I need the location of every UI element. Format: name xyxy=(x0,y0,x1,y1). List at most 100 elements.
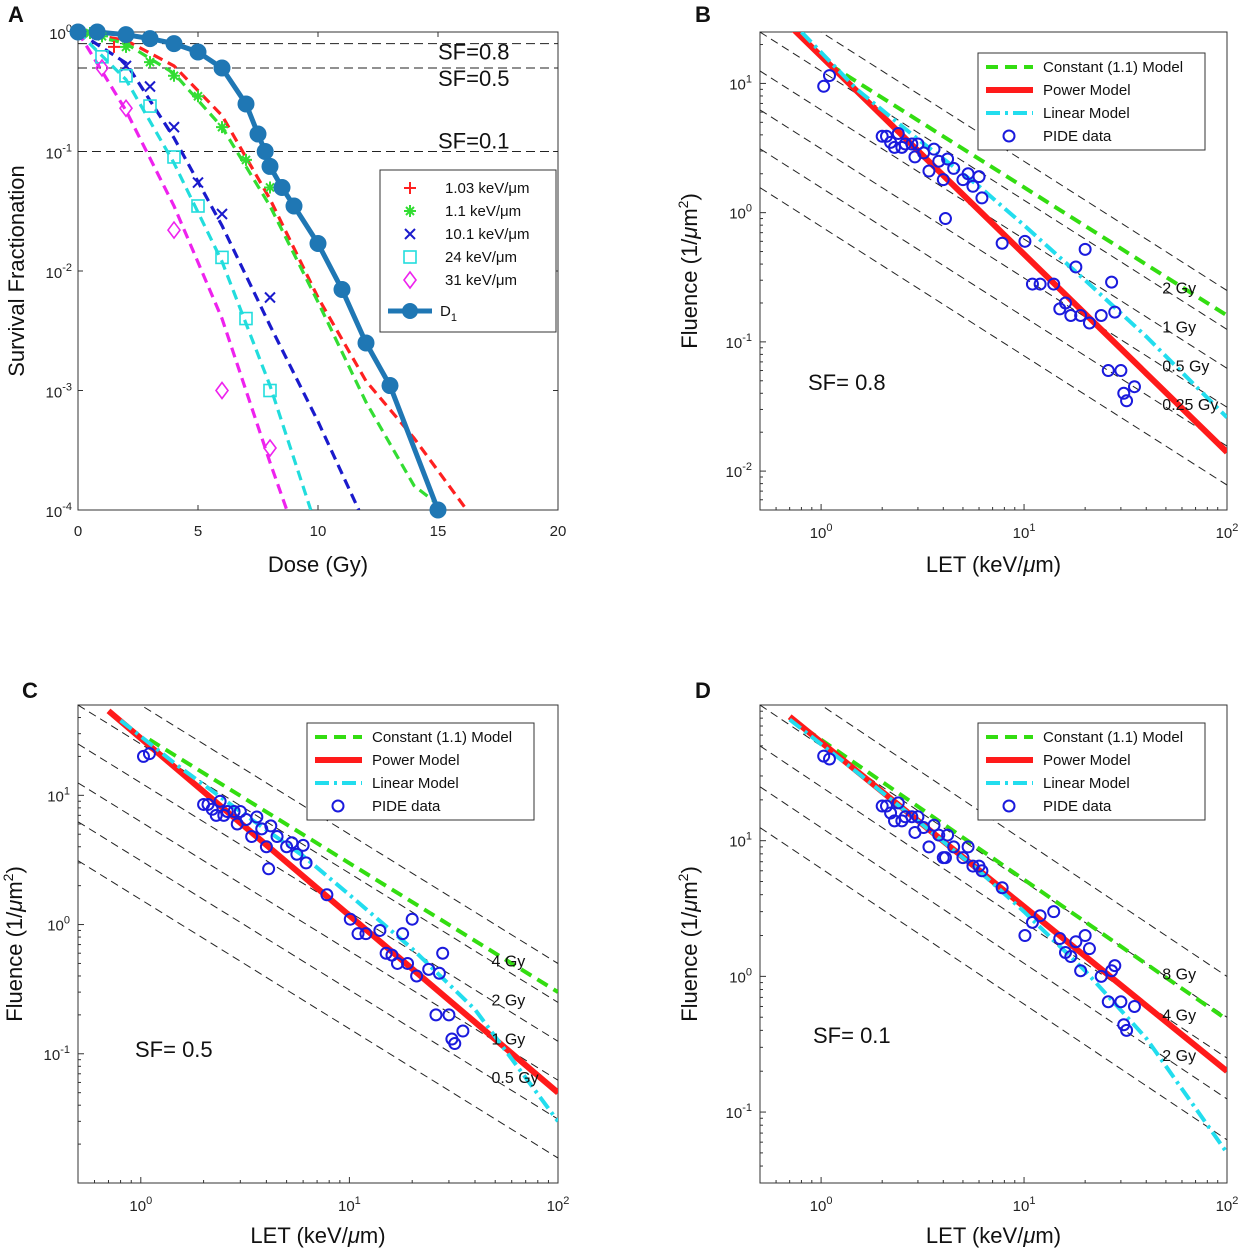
data-point xyxy=(264,181,276,194)
series-group xyxy=(760,705,1227,1155)
x-tick-label: 100 xyxy=(810,1195,833,1215)
dose-line-label: 2 Gy xyxy=(492,992,526,1009)
model-curve xyxy=(791,32,1227,455)
pide-point xyxy=(405,912,419,926)
pide-point xyxy=(1069,935,1083,949)
pide-point xyxy=(1074,964,1088,978)
pide-point xyxy=(359,927,373,941)
y-axis-label: Survival Fractionation xyxy=(4,165,29,377)
legend-label: PIDE data xyxy=(1043,798,1112,815)
pide-point xyxy=(262,862,276,876)
dose-line xyxy=(78,821,558,1120)
pide-point xyxy=(947,161,961,175)
panel-b: 100 101 102 10-2 10-1 100 101 2 Gy 1 Gy 0.5 Gy 0.2… xyxy=(675,2,1239,577)
data-point xyxy=(95,58,109,78)
pide-point xyxy=(938,212,952,226)
fit-line xyxy=(78,32,289,510)
dose-line xyxy=(760,148,1227,447)
dose-line-label: 0.5 Gy xyxy=(492,1070,539,1087)
data-point xyxy=(192,176,204,189)
d1-point xyxy=(141,30,159,48)
model-curve xyxy=(106,708,558,1095)
dose-line-label: 1 Gy xyxy=(492,1031,526,1048)
pide-point xyxy=(1108,305,1122,319)
data-point xyxy=(215,381,229,400)
x-tick-label: 102 xyxy=(1216,522,1239,542)
legend-label: Constant (1.1) Model xyxy=(372,729,512,746)
pide-point xyxy=(1053,932,1067,946)
x-tick-label: 101 xyxy=(1013,1195,1036,1215)
dose-line-label: 4 Gy xyxy=(1162,1007,1196,1024)
pide-point xyxy=(1105,275,1119,289)
data-point xyxy=(144,80,156,93)
pide-point xyxy=(270,830,284,844)
d1-point xyxy=(117,26,135,44)
legend-swatch-marker xyxy=(331,799,345,813)
pide-point xyxy=(227,804,241,818)
legend-box xyxy=(977,52,1206,151)
pide-point xyxy=(1047,905,1061,919)
d1-point xyxy=(213,59,231,77)
dose-line-label: 8 Gy xyxy=(1162,966,1196,983)
d1-point xyxy=(381,377,399,395)
x-tick-label: 102 xyxy=(547,1195,570,1215)
pide-point xyxy=(396,927,410,941)
pide-point xyxy=(442,1008,456,1022)
pide-point xyxy=(1033,277,1047,291)
legend-swatch-marker xyxy=(1002,129,1016,143)
pide-point xyxy=(1058,296,1072,310)
data-point xyxy=(216,121,228,134)
data-point xyxy=(168,121,180,133)
data-point xyxy=(144,56,156,69)
series-group xyxy=(760,32,1227,486)
pide-point xyxy=(1101,364,1115,378)
x-tick-label: 5 xyxy=(194,523,202,540)
pide-point xyxy=(936,173,950,187)
pide-point xyxy=(1120,394,1134,408)
x-tick-label: 20 xyxy=(550,523,567,540)
data-point xyxy=(215,250,229,265)
y-tick-label: 100 xyxy=(729,203,752,223)
y-tick-label: 100 xyxy=(729,966,752,986)
pide-point xyxy=(296,838,310,852)
fit-line xyxy=(78,32,313,510)
legend-label: Constant (1.1) Model xyxy=(1043,729,1183,746)
x-axis-label: LET (keV/μm) xyxy=(926,552,1061,577)
pide-point xyxy=(822,752,836,766)
pide-point xyxy=(1018,234,1032,248)
dose-line xyxy=(760,786,1227,1100)
panel-c: 100 101 102 10-1 100 101 4 Gy 2 Gy 1 Gy 0.5 Gy Con… xyxy=(0,678,570,1248)
y-axis-label: Fluence (1/μm2) xyxy=(675,866,702,1022)
legend-swatch-marker xyxy=(404,205,416,217)
pide-point xyxy=(911,810,925,824)
pide-point xyxy=(966,179,980,193)
y-tick-label: 10-3 xyxy=(46,382,72,402)
pide-point xyxy=(432,966,446,980)
pide-point xyxy=(911,137,925,151)
dose-line-label: 2 Gy xyxy=(1162,1048,1196,1065)
y-tick-label: 10-1 xyxy=(44,1044,70,1064)
pide-point xyxy=(220,804,234,818)
y-axis-label: Fluence (1/μm2) xyxy=(0,866,27,1022)
legend-label: Linear Model xyxy=(372,775,459,792)
pide-point xyxy=(448,1037,462,1051)
data-point xyxy=(263,438,277,458)
x-axis-label: LET (keV/μm) xyxy=(926,1223,1061,1248)
pide-point xyxy=(995,236,1009,250)
pide-point xyxy=(379,946,393,960)
legend-label: PIDE data xyxy=(1043,128,1112,145)
model-curve xyxy=(788,716,1227,1022)
sf-annotation: SF= 0.5 xyxy=(135,1037,213,1062)
legend-label: 31 keV/μm xyxy=(445,272,517,289)
pide-point xyxy=(1094,308,1108,322)
pide-point xyxy=(1033,909,1047,923)
sf-hline-label: SF=0.8 xyxy=(438,40,510,65)
d1-point xyxy=(309,234,327,252)
data-point xyxy=(119,98,133,118)
data-point xyxy=(119,69,133,83)
legend-label: Power Model xyxy=(1043,752,1131,769)
d1-point xyxy=(273,178,291,196)
pide-point xyxy=(961,840,975,854)
legend-box xyxy=(977,722,1206,821)
legend-label: 1.03 keV/μm xyxy=(445,180,530,197)
